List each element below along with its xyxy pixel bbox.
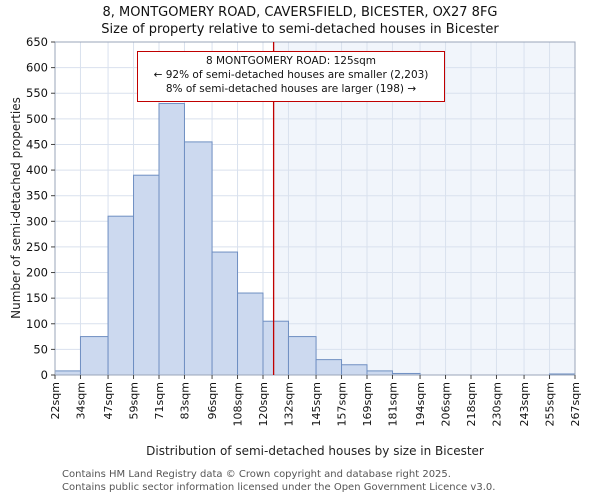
- x-tick-label: 157sqm: [336, 382, 349, 426]
- x-tick-label: 194sqm: [414, 382, 427, 426]
- annotation-line-1: 8 MONTGOMERY ROAD: 125sqm: [205, 55, 376, 67]
- x-tick-label: 267sqm: [569, 382, 582, 426]
- x-tick-label: 255sqm: [544, 382, 557, 426]
- footer-line-2: Contains public sector information licen…: [62, 481, 496, 493]
- x-tick-label: 47sqm: [102, 382, 115, 419]
- histogram-bar: [262, 320, 289, 376]
- x-tick-label: 218sqm: [465, 382, 478, 426]
- x-tick-label: 206sqm: [440, 382, 453, 426]
- x-tick-label: 145sqm: [310, 382, 323, 426]
- histogram-bar: [133, 174, 160, 376]
- y-tick-label: 550: [26, 86, 48, 100]
- histogram-bar: [211, 251, 239, 376]
- histogram-bar: [54, 370, 81, 376]
- histogram-bar: [287, 336, 317, 376]
- y-tick-label: 500: [26, 112, 48, 126]
- annotation-line-2: ← 92% of semi-detached houses are smalle…: [153, 68, 429, 81]
- x-tick-label: 181sqm: [386, 382, 399, 426]
- y-axis-label: Number of semi-detached properties: [9, 97, 23, 319]
- x-tick-label: 83sqm: [178, 382, 191, 419]
- x-tick-label: 169sqm: [361, 382, 374, 426]
- histogram-bar: [341, 364, 368, 376]
- histogram-bar: [366, 370, 393, 376]
- y-tick-label: 50: [33, 342, 48, 356]
- x-tick-label: 120sqm: [257, 382, 270, 426]
- y-tick-label: 100: [26, 317, 48, 331]
- y-tick-label: 200: [26, 266, 48, 280]
- histogram-bar: [183, 141, 213, 376]
- y-tick-label: 300: [26, 214, 48, 228]
- histogram-bar: [315, 359, 343, 376]
- x-axis-label: Distribution of semi-detached houses by …: [146, 444, 484, 458]
- annotation-line-3: 8% of semi-detached houses are larger (1…: [165, 82, 417, 95]
- chart-subtitle: Size of property relative to semi-detach…: [101, 22, 499, 37]
- x-tick-label: 108sqm: [232, 382, 245, 426]
- x-tick-label: 243sqm: [518, 382, 531, 426]
- x-tick-label: 230sqm: [490, 382, 503, 426]
- y-tick-label: 150: [26, 291, 48, 305]
- y-tick-label: 0: [41, 368, 48, 382]
- y-tick-label: 350: [26, 189, 48, 203]
- histogram-bar: [158, 102, 185, 376]
- chart-title: 8, MONTGOMERY ROAD, CAVERSFIELD, BICESTE…: [102, 5, 498, 20]
- footer-line-1: Contains HM Land Registry data © Crown c…: [62, 469, 451, 480]
- x-tick-label: 71sqm: [153, 382, 166, 419]
- x-tick-label: 96sqm: [206, 382, 219, 419]
- x-tick-label: 22sqm: [49, 382, 62, 419]
- property-annotation-box: 8 MONTGOMERY ROAD: 125sqm ← 92% of semi-…: [137, 51, 445, 102]
- x-tick-label: 59sqm: [128, 382, 141, 419]
- histogram-bar: [107, 215, 135, 376]
- x-tick-label: 132sqm: [282, 382, 295, 426]
- histogram-bar: [237, 292, 264, 376]
- y-tick-label: 400: [26, 163, 48, 177]
- y-tick-label: 250: [26, 240, 48, 254]
- y-tick-label: 650: [26, 35, 48, 49]
- histogram-bar: [79, 336, 109, 376]
- attribution-footer: Contains HM Land Registry data © Crown c…: [62, 469, 495, 494]
- x-tick-label: 34sqm: [74, 382, 87, 419]
- y-tick-label: 600: [26, 61, 48, 75]
- y-tick-label: 450: [26, 137, 48, 151]
